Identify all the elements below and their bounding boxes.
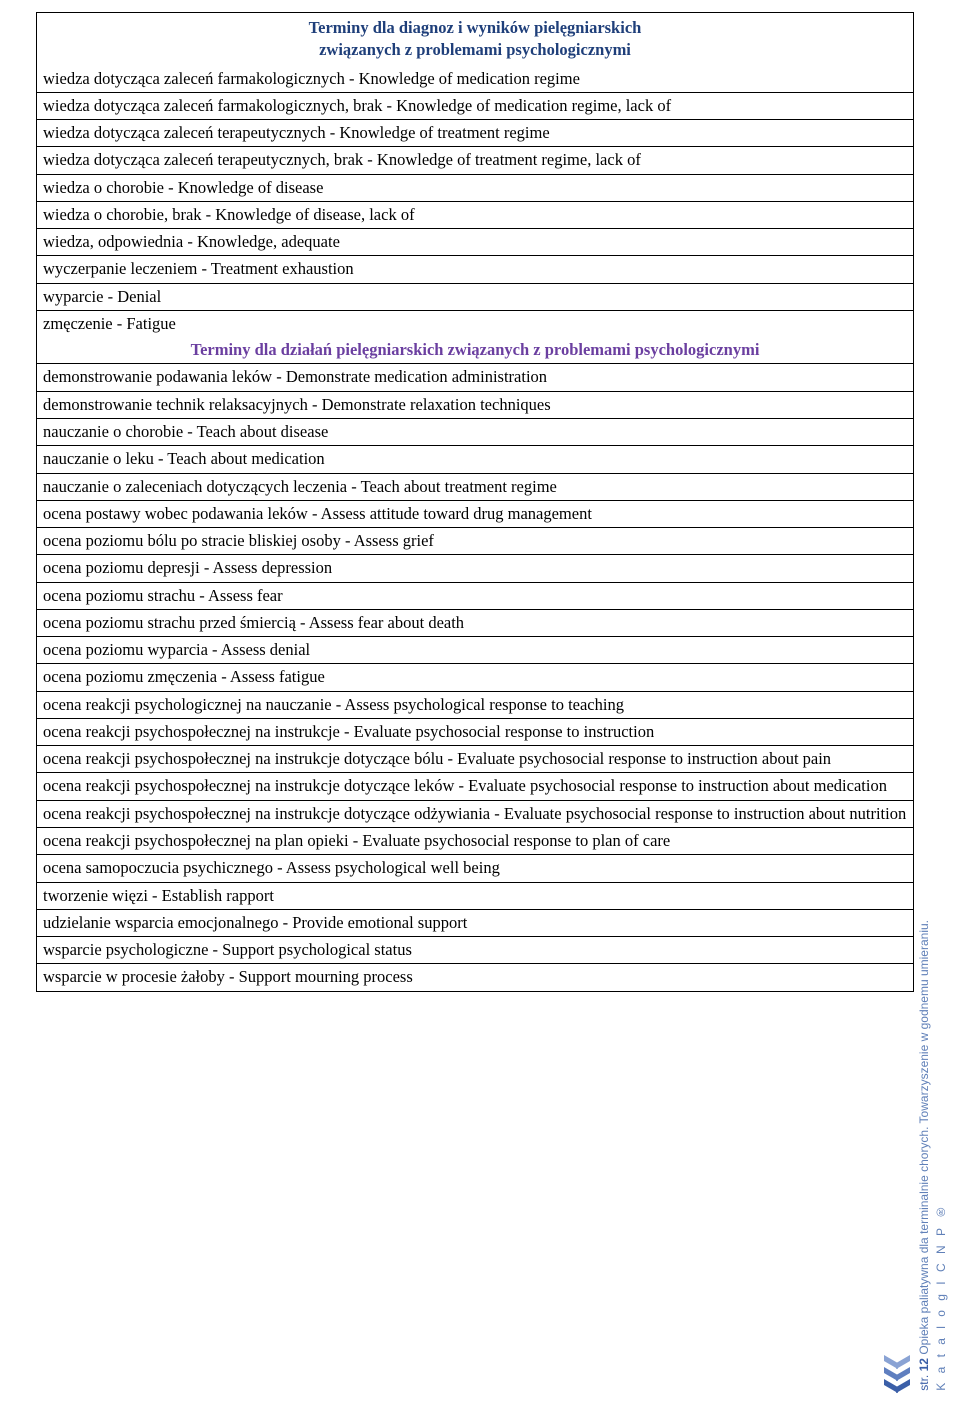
chevron-icon bbox=[884, 1355, 910, 1391]
table-row: tworzenie więzi - Establish rapport bbox=[37, 883, 913, 910]
table-row: ocena reakcji psychospołecznej na plan o… bbox=[37, 828, 913, 855]
page-label: str. bbox=[917, 1375, 931, 1391]
header-line-1: Terminy dla diagnoz i wyników pielęgniar… bbox=[43, 17, 907, 39]
table-row: ocena reakcji psychologicznej na nauczan… bbox=[37, 692, 913, 719]
header-line-2: związanych z problemami psychologicznymi bbox=[43, 39, 907, 61]
terms-table: Terminy dla diagnoz i wyników pielęgniar… bbox=[36, 12, 914, 992]
table-row: wsparcie psychologiczne - Support psycho… bbox=[37, 937, 913, 964]
document-page: Terminy dla diagnoz i wyników pielęgniar… bbox=[0, 0, 960, 1004]
table-row: ocena poziomu zmęczenia - Assess fatigue bbox=[37, 664, 913, 691]
page-number: 12 bbox=[917, 1358, 931, 1371]
table-row: wiedza dotycząca zaleceń farmakologiczny… bbox=[37, 66, 913, 93]
table-row: ocena samopoczucia psychicznego - Assess… bbox=[37, 855, 913, 882]
table-row: ocena poziomu strachu - Assess fear bbox=[37, 583, 913, 610]
table-row: wsparcie w procesie żałoby - Support mou… bbox=[37, 964, 913, 990]
table-row: wyczerpanie leczeniem - Treatment exhaus… bbox=[37, 256, 913, 283]
sidebar-catalog: K a t a l o g I C N P ® bbox=[934, 1202, 948, 1391]
table-row: ocena reakcji psychospołecznej na instru… bbox=[37, 746, 913, 773]
table-row: wyparcie - Denial bbox=[37, 284, 913, 311]
sidebar-title: Opieka paliatywna dla terminalnie choryc… bbox=[917, 920, 931, 1355]
sidebar-text: str. 12 Opieka paliatywna dla terminalni… bbox=[916, 916, 950, 1391]
table-row: ocena poziomu strachu przed śmiercią - A… bbox=[37, 610, 913, 637]
table-row: zmęczenie - Fatigue bbox=[37, 311, 913, 337]
table-row: wiedza dotycząca zaleceń farmakologiczny… bbox=[37, 93, 913, 120]
table-row: ocena poziomu bólu po stracie bliskiej o… bbox=[37, 528, 913, 555]
table-row: wiedza dotycząca zaleceń terapeutycznych… bbox=[37, 147, 913, 174]
table-row: wiedza o chorobie, brak - Knowledge of d… bbox=[37, 202, 913, 229]
page-sidebar: str. 12 Opieka paliatywna dla terminalni… bbox=[884, 916, 950, 1391]
table-row: wiedza dotycząca zaleceń terapeutycznych… bbox=[37, 120, 913, 147]
table-row: udzielanie wsparcia emocjonalnego - Prov… bbox=[37, 910, 913, 937]
table-row: nauczanie o zaleceniach dotyczących lecz… bbox=[37, 474, 913, 501]
sub-header-row: Terminy dla działań pielęgniarskich zwią… bbox=[37, 337, 913, 364]
table-row: wiedza o chorobie - Knowledge of disease bbox=[37, 175, 913, 202]
table-row: ocena reakcji psychospołecznej na instru… bbox=[37, 773, 913, 800]
table-row: ocena reakcji psychospołecznej na instru… bbox=[37, 719, 913, 746]
table-row: wiedza, odpowiednia - Knowledge, adequat… bbox=[37, 229, 913, 256]
table-row: nauczanie o chorobie - Teach about disea… bbox=[37, 419, 913, 446]
table-row: demonstrowanie technik relaksacyjnych - … bbox=[37, 392, 913, 419]
table-row: ocena postawy wobec podawania leków - As… bbox=[37, 501, 913, 528]
table-header: Terminy dla diagnoz i wyników pielęgniar… bbox=[37, 13, 913, 66]
table-row: ocena poziomu wyparcia - Assess denial bbox=[37, 637, 913, 664]
table-row: nauczanie o leku - Teach about medicatio… bbox=[37, 446, 913, 473]
table-row: ocena reakcji psychospołecznej na instru… bbox=[37, 801, 913, 828]
table-row: ocena poziomu depresji - Assess depressi… bbox=[37, 555, 913, 582]
table-row: demonstrowanie podawania leków - Demonst… bbox=[37, 364, 913, 391]
